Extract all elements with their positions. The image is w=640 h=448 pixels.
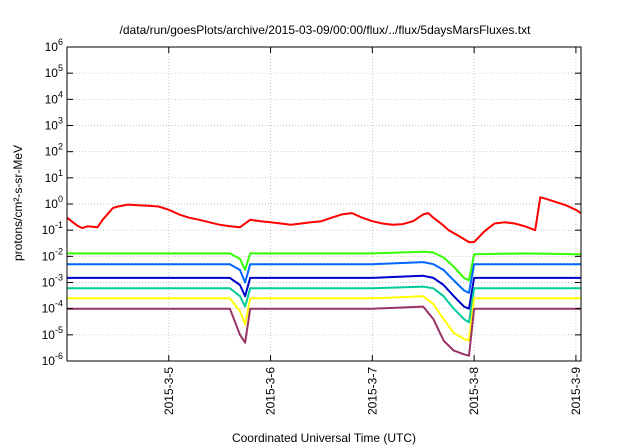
grid: [67, 47, 581, 361]
y-tick-label: 10-1: [42, 220, 63, 237]
x-tick-label: 2015-3-7: [365, 367, 379, 415]
x-tick-label: 2015-3-5: [162, 367, 176, 415]
series-line-4: [67, 274, 581, 310]
y-tick-label: 10-3: [42, 273, 63, 290]
series-group: [66, 196, 582, 357]
y-tick-label: 10-2: [42, 246, 63, 263]
y-tick-label: 10-4: [42, 299, 63, 316]
series-line-7: [67, 305, 581, 357]
y-tick-label: 104: [45, 89, 63, 106]
y-tick-label: 100: [45, 194, 63, 211]
axes: 10-6 10-5 10-4 10-3 10-2 10-1 100 101 102 103 104 1…: [42, 37, 583, 415]
y-tick-label: 10-5: [42, 325, 63, 342]
x-tick-label: 2015-3-8: [467, 367, 481, 415]
x-axis-title: Coordinated Universal Time (UTC): [232, 431, 416, 445]
y-tick-label: 101: [45, 168, 63, 185]
y-tick-label: 103: [45, 116, 63, 133]
x-tick-label: 2015-3-9: [569, 367, 583, 415]
series-line-6: [67, 295, 581, 342]
series-line-1: [66, 196, 582, 244]
y-tick-label: 105: [45, 63, 63, 80]
y-axis-title: protons/cm²-s-sr-MeV: [11, 145, 25, 261]
y-tick-label: 106: [45, 37, 63, 54]
chart-title: /data/run/goesPlots/archive/2015-03-09/0…: [120, 23, 532, 37]
series-line-2: [67, 250, 581, 282]
x-tick-label: 2015-3-6: [264, 367, 278, 415]
series-line-5: [67, 285, 581, 324]
series-line-3: [67, 261, 581, 294]
y-tick-label: 102: [45, 142, 63, 159]
plot-frame: [66, 46, 582, 362]
y-tick-label: 10-6: [42, 351, 63, 368]
